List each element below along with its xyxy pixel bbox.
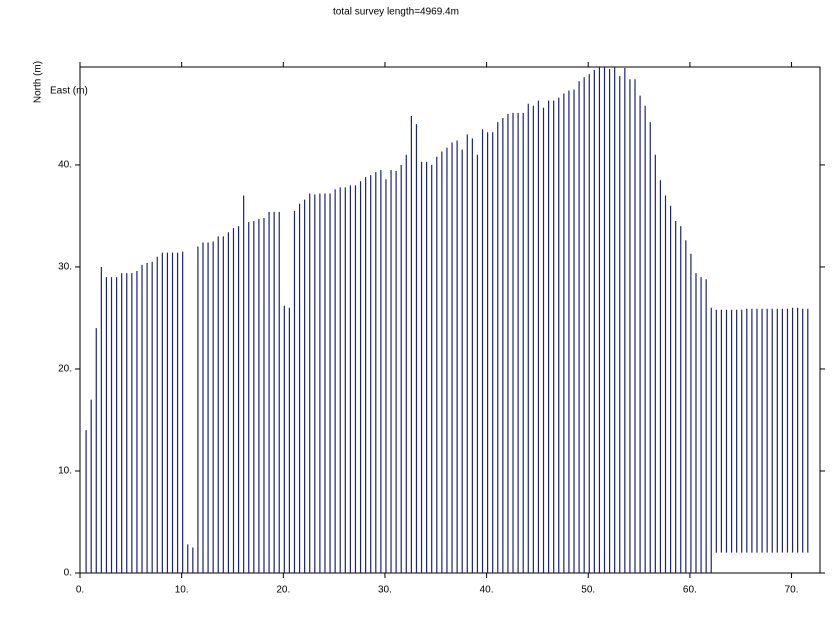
y-axis-label: North (m) [33, 61, 44, 103]
y-tick-label: 0. [64, 568, 72, 579]
x-tick-label: 50. [581, 585, 595, 596]
y-tick-label: 40. [58, 160, 72, 171]
y-tick-label: 10. [58, 466, 72, 477]
x-tick-label: 10. [175, 585, 189, 596]
x-tick-label: 0. [76, 585, 84, 596]
chart-title: total survey length=4969.4m [333, 7, 459, 18]
x-tick-label: 40. [480, 585, 494, 596]
x-tick-label: 70. [785, 585, 799, 596]
plot-frame [79, 66, 821, 574]
y-tick-label: 30. [58, 262, 72, 273]
y-tick-label: 20. [58, 364, 72, 375]
annotation: East (m) [50, 86, 88, 97]
x-tick-label: 20. [276, 585, 290, 596]
x-tick-label: 60. [683, 585, 697, 596]
x-tick-label: 30. [378, 585, 392, 596]
